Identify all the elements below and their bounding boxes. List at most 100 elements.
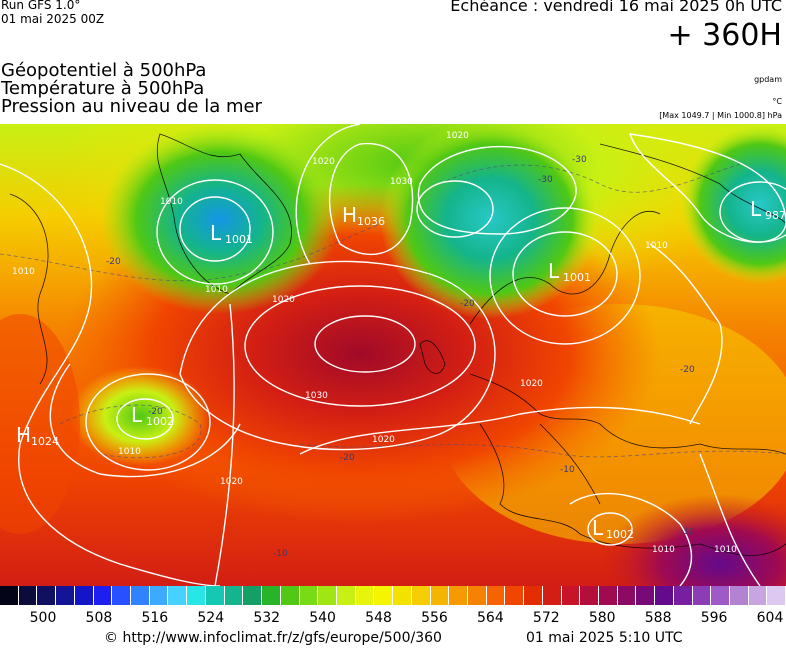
field-geopotential: Géopotentiel à 500hPa	[1, 60, 207, 81]
color-scale-label: 500	[29, 610, 57, 626]
color-swatch	[0, 586, 19, 605]
low-mediterranean: L 1002	[592, 516, 634, 541]
color-scale-label: 572	[532, 610, 560, 626]
unit-gpdam: gpdam	[754, 75, 782, 84]
high-azores: H 1024	[16, 423, 59, 448]
color-swatch	[767, 586, 786, 605]
svg-text:L: L	[131, 403, 143, 427]
color-swatch	[336, 586, 356, 605]
low-scandinavia: L 1001	[548, 259, 591, 284]
run-model: Run GFS 1.0°	[1, 0, 81, 12]
svg-text:-20: -20	[148, 407, 163, 417]
svg-text:1020: 1020	[520, 379, 543, 389]
svg-text:1020: 1020	[220, 477, 243, 487]
color-scale	[0, 586, 786, 606]
isotherms	[0, 163, 786, 459]
svg-text:1036: 1036	[357, 215, 385, 228]
svg-text:1001: 1001	[563, 271, 591, 284]
color-swatch	[524, 586, 543, 605]
coastlines	[9, 133, 786, 556]
color-swatch	[486, 586, 506, 605]
color-scale-label: 564	[477, 610, 504, 626]
color-swatch	[467, 586, 487, 605]
field-cold-greenland	[100, 124, 340, 314]
svg-text:1002: 1002	[606, 528, 634, 541]
svg-text:1001: 1001	[225, 233, 253, 246]
svg-text:-20: -20	[680, 365, 695, 375]
color-swatch	[393, 586, 412, 605]
color-scale-label: 588	[644, 610, 672, 626]
color-scale-label: 540	[309, 610, 336, 626]
unit-celsius: °C	[772, 97, 782, 106]
color-scale-label: 524	[197, 610, 225, 626]
run-date: 01 mai 2025 00Z	[1, 12, 105, 26]
color-swatch	[355, 586, 375, 605]
color-swatch	[655, 586, 674, 605]
color-scale-label: 556	[421, 610, 448, 626]
color-scale-label: 532	[253, 610, 281, 626]
color-swatch	[37, 586, 57, 605]
generation-time: 01 mai 2025 5:10 UTC	[526, 630, 683, 646]
svg-text:1010: 1010	[160, 197, 183, 207]
color-scale-label: 596	[700, 610, 728, 626]
color-swatch	[280, 586, 300, 605]
svg-text:1024: 1024	[31, 435, 59, 448]
color-scale-label: 548	[365, 610, 392, 626]
color-swatch	[711, 586, 731, 605]
color-swatch	[18, 586, 38, 605]
pressure-max-min: [Max 1049.7 | Min 1000.8] hPa	[659, 111, 782, 120]
field-temperature: Température à 500hPa	[1, 78, 205, 99]
run-info: Run GFS 1.0° 01 mai 2025 00Z	[1, 0, 104, 26]
svg-text:1030: 1030	[390, 177, 413, 187]
color-scale-label: 508	[85, 610, 113, 626]
color-swatch	[187, 586, 206, 605]
field-cold-russia	[680, 124, 786, 284]
color-swatch	[205, 586, 225, 605]
isobar-labels: 1020 1030 1010 1030 1020 1010 1010 1020 …	[12, 131, 737, 555]
color-swatch	[748, 586, 768, 605]
svg-text:1020: 1020	[446, 131, 469, 141]
svg-text:987: 987	[765, 209, 786, 222]
svg-text:-30: -30	[538, 175, 553, 185]
color-scale-labels: 500 508 516 524 532 540 548 556 564 572 580 588 596 6…	[0, 610, 786, 626]
color-swatch	[505, 586, 525, 605]
color-swatch	[636, 586, 656, 605]
svg-text:1010: 1010	[118, 447, 141, 457]
color-swatch	[224, 586, 244, 605]
color-swatch	[112, 586, 132, 605]
color-swatch	[411, 586, 431, 605]
color-swatch	[56, 586, 75, 605]
svg-text:-30: -30	[572, 155, 587, 165]
forecast-hour: + 360H	[667, 18, 783, 53]
svg-text:1010: 1010	[12, 267, 35, 277]
svg-text:-20: -20	[340, 453, 355, 463]
field-list: Géopotentiel à 500hPa Température à 500h…	[1, 62, 262, 116]
svg-text:1010: 1010	[714, 545, 737, 555]
svg-text:1030: 1030	[305, 391, 328, 401]
color-swatch	[131, 586, 150, 605]
color-swatch	[243, 586, 263, 605]
color-swatch	[74, 586, 94, 605]
temperature-labels: -30 -30 -20 -20 -20 -20 -20 -10 -10 -10	[106, 155, 695, 559]
high-iceland: H 1036	[342, 203, 385, 228]
svg-text:1010: 1010	[645, 241, 668, 251]
color-swatch	[149, 586, 169, 605]
color-swatch	[580, 586, 599, 605]
forecast-valid-time: Echéance : vendredi 16 mai 2025 0h UTC	[450, 0, 782, 15]
svg-text:1010: 1010	[205, 285, 228, 295]
color-swatch	[374, 586, 394, 605]
field-warm-se	[600, 494, 786, 586]
svg-text:1020: 1020	[312, 157, 335, 167]
color-swatch	[93, 586, 113, 605]
color-swatch	[673, 586, 693, 605]
svg-text:L: L	[750, 197, 762, 221]
color-swatch	[542, 586, 562, 605]
color-swatch	[692, 586, 712, 605]
source-url[interactable]: © http://www.infoclimat.fr/z/gfs/europe/…	[104, 630, 442, 646]
isobars	[0, 124, 786, 586]
color-swatch	[430, 586, 450, 605]
color-swatch	[299, 586, 319, 605]
color-swatch	[262, 586, 281, 605]
color-swatch	[561, 586, 581, 605]
svg-text:L: L	[592, 516, 604, 540]
